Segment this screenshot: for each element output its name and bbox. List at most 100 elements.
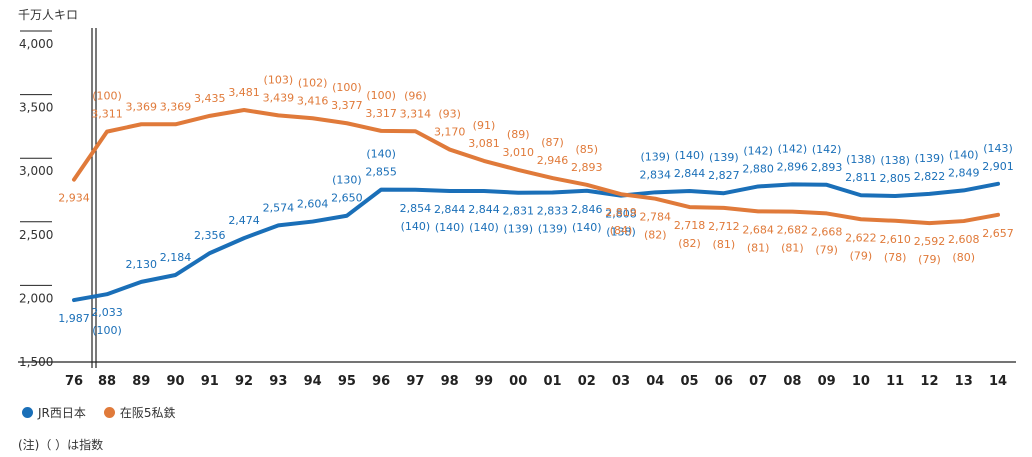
x-tick-label: 93 — [269, 374, 287, 389]
data-label-jr: 2,827 — [708, 169, 740, 182]
data-label-jr: 2,650 — [331, 192, 363, 205]
data-label-jr: 2,854 — [400, 202, 432, 215]
x-tick-label: 76 — [65, 374, 83, 389]
data-label-private: 2,712 — [708, 220, 740, 233]
data-label-jr: 2,184 — [160, 251, 192, 264]
data-label-jr: 2,831 — [502, 205, 534, 218]
data-label-jr: 2,901 — [982, 160, 1014, 173]
data-label-jr: 2,846 — [571, 203, 603, 216]
legend-item-private: 在阪5私鉄 — [103, 404, 176, 421]
index-label-private: (85) — [575, 143, 598, 156]
x-tick-label: 95 — [338, 374, 356, 389]
x-tick-label: 05 — [681, 374, 699, 389]
data-label-jr: 2,833 — [537, 204, 569, 217]
x-tick-label: 88 — [98, 374, 116, 389]
index-label-jr: (139) — [641, 150, 671, 163]
data-label-private: 2,622 — [845, 231, 877, 244]
x-tick-label: 98 — [441, 374, 459, 389]
x-tick-label: 99 — [475, 374, 493, 389]
data-label-jr: 2,844 — [674, 167, 706, 180]
data-label-private: 2,946 — [537, 154, 569, 167]
data-label-private: 3,314 — [400, 107, 432, 120]
data-label-private: 3,010 — [502, 146, 534, 159]
data-label-private: 2,608 — [948, 233, 980, 246]
x-tick-label: 12 — [920, 374, 938, 389]
data-label-private: 3,369 — [160, 100, 192, 113]
legend-item-jr: JR西日本 — [22, 404, 86, 421]
data-label-private: 3,311 — [91, 108, 123, 121]
x-tick-label: 91 — [201, 374, 219, 389]
data-label-jr: 2,896 — [777, 160, 809, 173]
x-tick-label: 13 — [955, 374, 973, 389]
data-label-jr: 2,844 — [468, 203, 500, 216]
footnote: (注)（ ）は指数 — [18, 438, 104, 452]
x-tick-label: 89 — [132, 374, 150, 389]
index-label-private: (93) — [438, 108, 461, 121]
index-label-jr: (140) — [401, 220, 431, 233]
y-tick-label: 3,000 — [19, 164, 53, 178]
x-tick-label: 96 — [372, 374, 390, 389]
x-tick-label: 92 — [235, 374, 253, 389]
x-tick-label: 10 — [852, 374, 870, 389]
index-label-private: (78) — [884, 251, 907, 264]
index-label-private: (82) — [644, 229, 667, 242]
index-label-jr: (140) — [572, 221, 602, 234]
index-label-private: (81) — [747, 241, 770, 254]
index-label-private: (84) — [610, 224, 633, 237]
x-tick-label: 14 — [989, 374, 1007, 389]
x-tick-label: 02 — [578, 374, 596, 389]
index-label-private: (80) — [952, 251, 975, 264]
data-label-jr: 2,474 — [228, 214, 260, 227]
data-label-jr: 2,033 — [91, 306, 123, 319]
x-tick-label: 97 — [406, 374, 424, 389]
data-label-jr: 2,880 — [742, 162, 774, 175]
data-label-private: 3,170 — [434, 126, 466, 139]
data-label-private: 2,657 — [982, 227, 1014, 240]
x-tick-label: 08 — [783, 374, 801, 389]
y-tick-label: 4,000 — [19, 37, 53, 51]
index-label-private: (96) — [404, 89, 427, 102]
series-line-jr — [72, 181, 1000, 303]
y-tick-label: 2,000 — [19, 291, 53, 305]
index-label-jr: (138) — [846, 153, 876, 166]
data-label-jr: 2,130 — [126, 258, 158, 271]
data-label-private: 2,718 — [674, 219, 706, 232]
y-tick-label: 3,500 — [19, 101, 53, 115]
data-label-jr: 2,855 — [365, 166, 397, 179]
x-tick-label: 04 — [646, 374, 664, 389]
data-label-private: 3,317 — [365, 107, 397, 120]
data-label-private: 2,934 — [58, 192, 90, 205]
index-label-jr: (130) — [332, 174, 362, 187]
index-label-private: (102) — [298, 76, 328, 89]
x-tick-label: 03 — [612, 374, 630, 389]
legend-marker-private — [103, 407, 115, 418]
data-label-private: 3,439 — [263, 91, 295, 104]
index-label-private: (87) — [541, 136, 564, 149]
legend-label-jr: JR西日本 — [38, 406, 86, 420]
x-tick-label: 06 — [715, 374, 733, 389]
data-label-jr: 2,604 — [297, 198, 329, 211]
data-label-private: 3,377 — [331, 99, 363, 112]
index-label-jr: (142) — [778, 142, 808, 155]
index-label-private: (79) — [850, 249, 873, 262]
x-tick-label: 11 — [886, 374, 904, 389]
data-label-private: 2,610 — [879, 233, 911, 246]
data-label-private: 3,481 — [228, 86, 260, 99]
index-label-jr: (139) — [915, 152, 945, 165]
data-label-jr: 2,808 — [605, 208, 637, 221]
x-tick-label: 07 — [749, 374, 767, 389]
index-label-private: (100) — [92, 90, 122, 103]
index-label-private: (79) — [815, 243, 838, 256]
index-label-private: (79) — [918, 253, 941, 266]
data-label-jr: 1,987 — [58, 312, 90, 325]
data-label-private: 3,081 — [468, 137, 500, 150]
index-label-private: (82) — [678, 237, 701, 250]
data-label-private: 2,682 — [777, 224, 809, 237]
index-label-private: (81) — [713, 238, 736, 251]
index-label-jr: (139) — [503, 223, 533, 236]
x-tick-label: 00 — [509, 374, 527, 389]
index-label-jr: (138) — [880, 154, 910, 167]
index-label-private: (89) — [507, 128, 530, 141]
data-label-jr: 2,805 — [879, 172, 911, 185]
x-tick-label: 01 — [543, 374, 561, 389]
